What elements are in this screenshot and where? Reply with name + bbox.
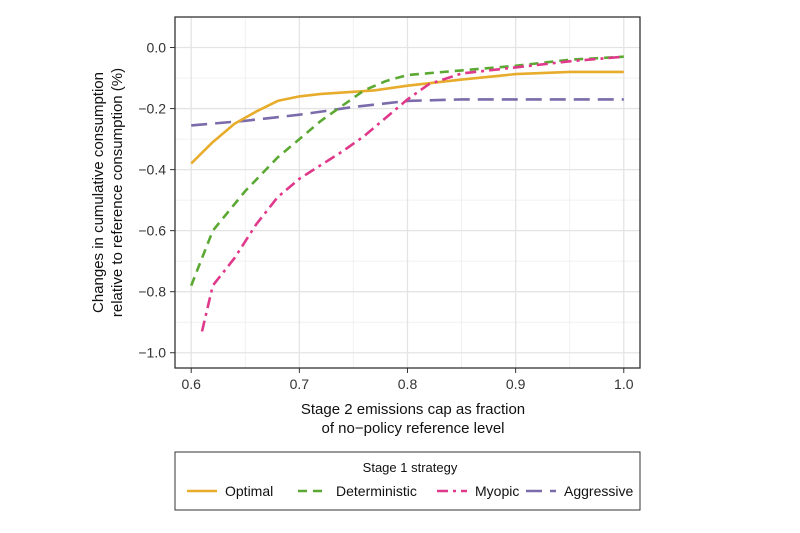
series-line-deterministic (189, 55, 624, 287)
series-line-optimal (190, 70, 624, 165)
y-axis-title-line-2: relative to reference consumption (%) (109, 68, 126, 317)
x-axis-title-line-1: Stage 2 emissions cap as fraction (301, 401, 525, 418)
legend: Stage 1 strategy Optimal Deterministic Myo… (174, 451, 641, 511)
x-axis-ticks: 0.6 0.7 0.8 0.9 1.0 (181, 368, 634, 392)
x-tick-label: 0.6 (181, 376, 201, 392)
series-line-myopic (200, 55, 624, 332)
series-line-aggressive (191, 98, 624, 127)
y-axis-ticks: 0.0 −0.2 −0.4 −0.6 −0.8 −1.0 (138, 40, 175, 361)
legend-label-optimal: Optimal (225, 483, 273, 499)
y-tick-label: −0.8 (138, 284, 166, 300)
x-tick-label: 0.9 (506, 376, 526, 392)
legend-items: Optimal Deterministic Myopic Aggressive (187, 483, 633, 499)
legend-label-aggressive: Aggressive (564, 483, 633, 499)
y-tick-label: −0.4 (138, 162, 166, 178)
x-tick-label: 1.0 (614, 376, 634, 392)
y-tick-label: −0.6 (138, 223, 166, 239)
y-tick-label: 0.0 (147, 40, 167, 56)
x-tick-label: 0.8 (398, 376, 418, 392)
legend-box (174, 451, 641, 511)
legend-label-myopic: Myopic (475, 483, 519, 499)
x-tick-label: 0.7 (290, 376, 310, 392)
y-tick-label: −0.2 (138, 101, 166, 117)
grid (175, 17, 640, 368)
y-axis-title-line-1: Changes in cumulative consumption (90, 72, 107, 313)
legend-title: Stage 1 strategy (363, 460, 458, 475)
series-lines (189, 55, 624, 332)
x-axis-title-line-2: of no−policy reference level (321, 420, 504, 437)
legend-label-deterministic: Deterministic (336, 483, 417, 499)
y-tick-label: −1.0 (138, 345, 166, 361)
